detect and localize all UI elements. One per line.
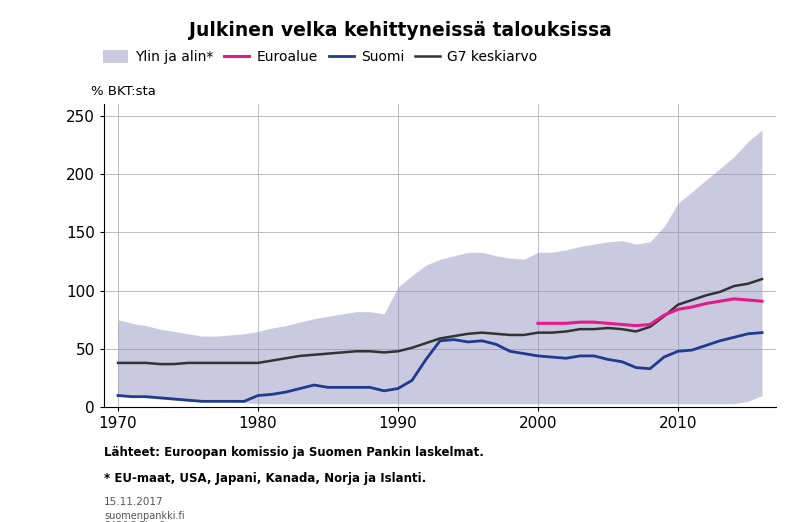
Legend: Ylin ja alin*, Euroalue, Suomi, G7 keskiarvo: Ylin ja alin*, Euroalue, Suomi, G7 keski… <box>98 45 543 70</box>
Text: Julkinen velka kehittyneissä talouksissa: Julkinen velka kehittyneissä talouksissa <box>189 21 611 40</box>
Text: 3430@Clas6: 3430@Clas6 <box>104 520 165 522</box>
Text: % BKT:sta: % BKT:sta <box>90 85 155 98</box>
Text: * EU-maat, USA, Japani, Kanada, Norja ja Islanti.: * EU-maat, USA, Japani, Kanada, Norja ja… <box>104 472 426 485</box>
Text: Lähteet: Euroopan komissio ja Suomen Pankin laskelmat.: Lähteet: Euroopan komissio ja Suomen Pan… <box>104 446 484 459</box>
Text: 15.11.2017: 15.11.2017 <box>104 497 164 507</box>
Text: suomenpankki.fi: suomenpankki.fi <box>104 511 185 520</box>
